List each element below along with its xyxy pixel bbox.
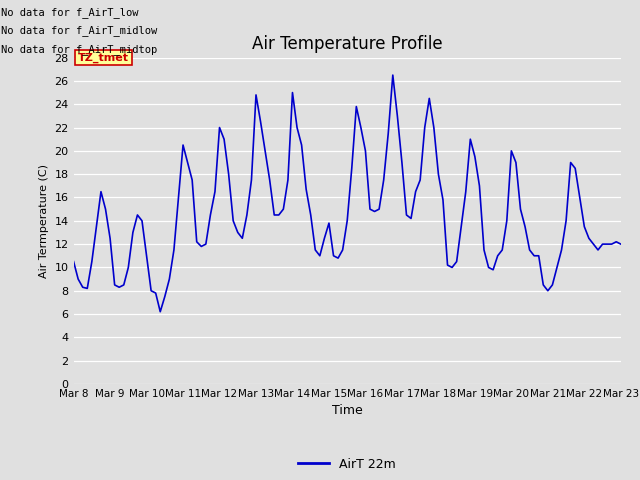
Title: Air Temperature Profile: Air Temperature Profile [252,35,442,53]
X-axis label: Time: Time [332,405,363,418]
Y-axis label: Air Termperature (C): Air Termperature (C) [39,164,49,278]
Text: No data for f_AirT_midtop: No data for f_AirT_midtop [1,44,157,55]
Text: TZ_tmet: TZ_tmet [78,52,129,63]
Text: No data for f_AirT_low: No data for f_AirT_low [1,7,139,18]
Text: No data for f_AirT_midlow: No data for f_AirT_midlow [1,25,157,36]
Legend: AirT 22m: AirT 22m [293,453,401,476]
